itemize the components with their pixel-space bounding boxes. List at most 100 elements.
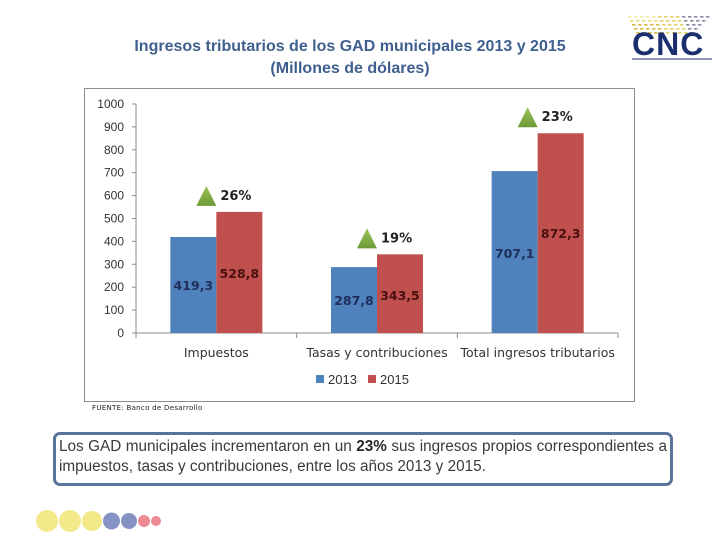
logo-dot xyxy=(664,16,668,18)
growth-label: 26% xyxy=(220,189,251,204)
logo-dot xyxy=(688,16,692,18)
logo-dot xyxy=(682,28,686,30)
logo-dot xyxy=(694,28,698,30)
logo-dot xyxy=(672,20,676,22)
logo-dot xyxy=(648,20,652,22)
bar-2015 xyxy=(537,133,584,333)
logo-dot xyxy=(672,32,676,34)
logo-dot xyxy=(698,24,702,26)
summary-text-end: sus ingresos propios correspondientes a … xyxy=(59,438,667,475)
logo-dot xyxy=(696,20,700,22)
logo-dot xyxy=(670,16,674,18)
logo-dot xyxy=(636,32,640,34)
logo-dot xyxy=(628,16,632,18)
legend-swatch-2015 xyxy=(368,375,376,383)
logo-dot xyxy=(686,24,690,26)
logo-dot xyxy=(678,32,682,34)
data-label: 419,3 xyxy=(174,278,214,293)
logo-dot xyxy=(658,28,662,30)
logo-dot xyxy=(690,32,694,34)
bar-2015 xyxy=(216,211,263,333)
x-tick-label: Total ingresos tributarios xyxy=(459,345,614,360)
logo-dot xyxy=(670,28,674,30)
logo-dot xyxy=(656,24,660,26)
logo-dot xyxy=(640,16,644,18)
logo-dot xyxy=(666,32,670,34)
logo-dot xyxy=(664,28,668,30)
logo-dot xyxy=(666,20,670,22)
data-label: 872,3 xyxy=(541,226,581,241)
y-tick-label: 100 xyxy=(104,303,124,317)
title-line-1: Ingresos tributarios de los GAD municipa… xyxy=(134,38,566,55)
summary-highlight: 23% xyxy=(356,438,387,455)
data-label: 287,8 xyxy=(334,293,374,308)
logo-dot xyxy=(644,24,648,26)
logo-dot xyxy=(692,24,696,26)
x-tick-label: Tasas y contribuciones xyxy=(305,345,447,360)
up-triangle-icon xyxy=(517,107,538,128)
y-tick-label: 400 xyxy=(104,234,124,248)
logo-subtitle-bar xyxy=(632,58,712,60)
logo-dot xyxy=(646,28,650,30)
growth-label: 23% xyxy=(542,110,573,125)
decor-dot xyxy=(151,516,161,526)
bar-2013 xyxy=(170,236,217,333)
summary-text: Los GAD municipales incrementaron en un … xyxy=(59,437,667,477)
logo-dot xyxy=(632,24,636,26)
logo-dot xyxy=(630,20,634,22)
logo-dot xyxy=(678,20,682,22)
logo-dot xyxy=(654,32,658,34)
y-tick-label: 0 xyxy=(117,326,124,340)
x-tick-label: Impuestos xyxy=(184,345,249,360)
y-tick-label: 700 xyxy=(104,166,124,180)
decor-dot xyxy=(138,515,150,527)
logo-dot xyxy=(634,16,638,18)
data-label: 528,8 xyxy=(220,266,260,281)
bar-2013 xyxy=(491,171,538,333)
logo-dot xyxy=(650,24,654,26)
logo-dot xyxy=(684,20,688,22)
logo-dot xyxy=(662,24,666,26)
bar-chart: 0 100 200 300 400 500 600 700 800 900 1000 Impuesto… xyxy=(97,97,619,387)
logo-dot xyxy=(702,20,706,22)
y-tick-label: 300 xyxy=(104,257,124,271)
y-tick-label: 200 xyxy=(104,280,124,294)
logo-dot xyxy=(636,20,640,22)
logo-dot xyxy=(654,20,658,22)
legend-swatch-2013 xyxy=(316,375,324,383)
logo-dot xyxy=(648,32,652,34)
bar-2013 xyxy=(331,267,377,333)
logo-dot xyxy=(634,28,638,30)
logo-dot xyxy=(660,20,664,22)
slide-title: Ingresos tributarios de los GAD municipa… xyxy=(80,36,620,80)
data-label: 707,1 xyxy=(495,246,535,261)
y-tick-label: 600 xyxy=(104,189,124,203)
logo-dot xyxy=(660,32,664,34)
y-tick-label: 800 xyxy=(104,143,124,157)
logo-dot xyxy=(658,16,662,18)
cnc-logo-graphic xyxy=(628,16,710,34)
decor-dot xyxy=(82,511,102,531)
growth-label: 19% xyxy=(381,231,412,246)
cnc-logo: CNC xyxy=(632,26,705,62)
logo-dot xyxy=(694,16,698,18)
logo-dot xyxy=(676,16,680,18)
up-triangle-icon xyxy=(357,228,377,249)
logo-dot xyxy=(652,28,656,30)
y-tick-label: 500 xyxy=(104,212,124,226)
y-tick-label: 900 xyxy=(104,120,124,134)
logo-dot xyxy=(706,16,710,18)
logo-dot xyxy=(682,16,686,18)
logo-dot xyxy=(638,24,642,26)
y-tick-label: 1000 xyxy=(97,97,124,111)
logo-dot xyxy=(642,20,646,22)
up-triangle-icon xyxy=(196,185,217,206)
decor-dot xyxy=(59,510,81,532)
logo-dot xyxy=(688,28,692,30)
logo-dot xyxy=(640,28,644,30)
decor-dot xyxy=(121,513,137,529)
summary-box: Los GAD municipales incrementaron en un … xyxy=(53,432,673,486)
decor-dot xyxy=(36,510,58,532)
bar-2015 xyxy=(377,254,423,333)
legend-label: 2015 xyxy=(380,372,409,387)
